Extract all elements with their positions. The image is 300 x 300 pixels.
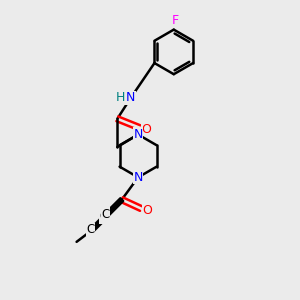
Text: N: N (134, 171, 143, 184)
Text: O: O (141, 123, 151, 136)
Text: N: N (134, 128, 143, 141)
Text: N: N (126, 92, 135, 104)
Text: H: H (116, 92, 125, 104)
Text: C: C (102, 208, 110, 221)
Text: O: O (143, 203, 153, 217)
Text: F: F (172, 14, 179, 27)
Text: C: C (86, 224, 94, 236)
Text: C: C (100, 210, 108, 223)
